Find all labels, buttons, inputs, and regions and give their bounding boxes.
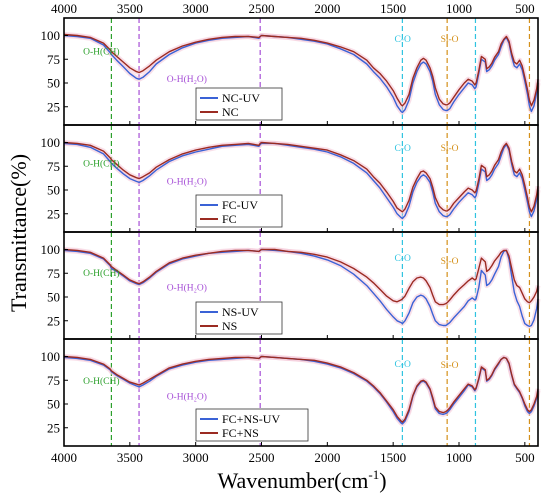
y-tick-label: 25 [47,420,60,435]
band-annotation: O-H(CH) [83,158,119,169]
x-tick-label-top: 3500 [117,1,143,16]
series-band [63,247,541,329]
band-annotation: Si-O [441,361,459,371]
band-annotation: O-H(H₂O) [167,74,207,85]
legend-label: NC [222,105,239,119]
series-band [63,33,541,115]
x-tick-label-top: 500 [515,1,535,16]
band-annotation: Si-O [441,35,459,45]
band-annotation: C-O [394,35,411,45]
y-tick-label: 25 [47,99,60,114]
x-tick-label-bottom: 1000 [446,450,472,465]
series-line-base [63,248,539,306]
series-band [63,247,541,308]
y-tick-label: 100 [41,135,61,150]
series-line-base [63,33,539,107]
legend-label: FC-UV [222,198,258,212]
legend-box [195,301,283,335]
band-annotation: O-H(H₂O) [167,282,207,293]
x-tick-label-bottom: 2000 [314,450,340,465]
band-annotation: Si-O [441,144,459,154]
y-tick-label: 100 [41,349,61,364]
y-tick-label: 100 [41,242,61,257]
x-axis-title-main: Wavenumber(cm [217,468,368,493]
series-line-uv [63,34,539,114]
plot-area: 4000 3500 3000 2500 2000 1500 1000 500 25 50 75 100… [41,1,541,465]
band-annotation: C-O [394,144,411,154]
band-annotation: Si-O [441,257,459,267]
x-axis-title-superscript: -1 [368,467,379,482]
y-tick-label: 100 [41,28,61,43]
band-annotation: O-H(H₂O) [167,176,207,187]
legend-box [195,408,309,442]
y-tick-label: 25 [47,206,60,221]
x-tick-label-bottom: 3500 [117,450,143,465]
band-annotation: C-O [394,360,411,370]
x-axis-title: Wavenumber(cm-1) [217,467,386,493]
x-tick-label-top: 2500 [249,1,275,16]
x-tick-label-top: 1500 [380,1,406,16]
y-tick-label: 50 [47,183,60,198]
legend-label: FC [222,212,237,226]
y-axis-title: Transmittance(%) [6,154,31,312]
legend-label: NC-UV [222,91,260,105]
y-tick-label: 75 [47,159,60,174]
y-tick-label: 25 [47,313,60,328]
legend-label: FC+NS [222,426,259,440]
x-tick-label-bottom: 4000 [51,450,77,465]
legend-label: FC+NS-UV [222,412,280,426]
band-annotation: O-H(CH) [83,376,119,387]
x-tick-label-top: 1000 [446,1,472,16]
series-line-base [63,141,539,213]
y-tick-label: 75 [47,266,60,281]
legend-label: NS [222,319,237,333]
panel-4: 25 50 75 100 O-H(CH) O-H(H₂O) C-O Si-O FC+NS-UVF… [41,338,541,447]
x-tick-label-bottom: 500 [515,450,535,465]
x-tick-label-top: 4000 [51,1,77,16]
y-tick-label: 50 [47,76,60,91]
series-line-uv [63,248,539,328]
x-tick-label-bottom: 1500 [380,450,406,465]
legend-box [195,194,283,228]
x-tick-label-top: 2000 [314,1,340,16]
x-tick-label-bottom: 3000 [183,450,209,465]
legend-box [195,87,283,121]
panel-frame [63,338,539,447]
y-tick-label: 50 [47,290,60,305]
band-annotation: O-H(H₂O) [167,391,207,402]
x-tick-label-bottom: 2500 [249,450,275,465]
series-line-base [63,355,539,423]
y-tick-label: 75 [47,373,60,388]
x-axis-title-close: ) [379,468,386,493]
y-tick-label: 50 [47,397,60,412]
band-annotation: C-O [394,254,411,264]
y-tick-label: 75 [47,52,60,67]
legend-label: NS-UV [222,305,259,319]
x-tick-label-top: 3000 [183,1,209,16]
band-annotation: O-H(CH) [83,268,119,279]
band-annotation: O-H(CH) [83,47,119,58]
series-line-uv [63,142,539,220]
